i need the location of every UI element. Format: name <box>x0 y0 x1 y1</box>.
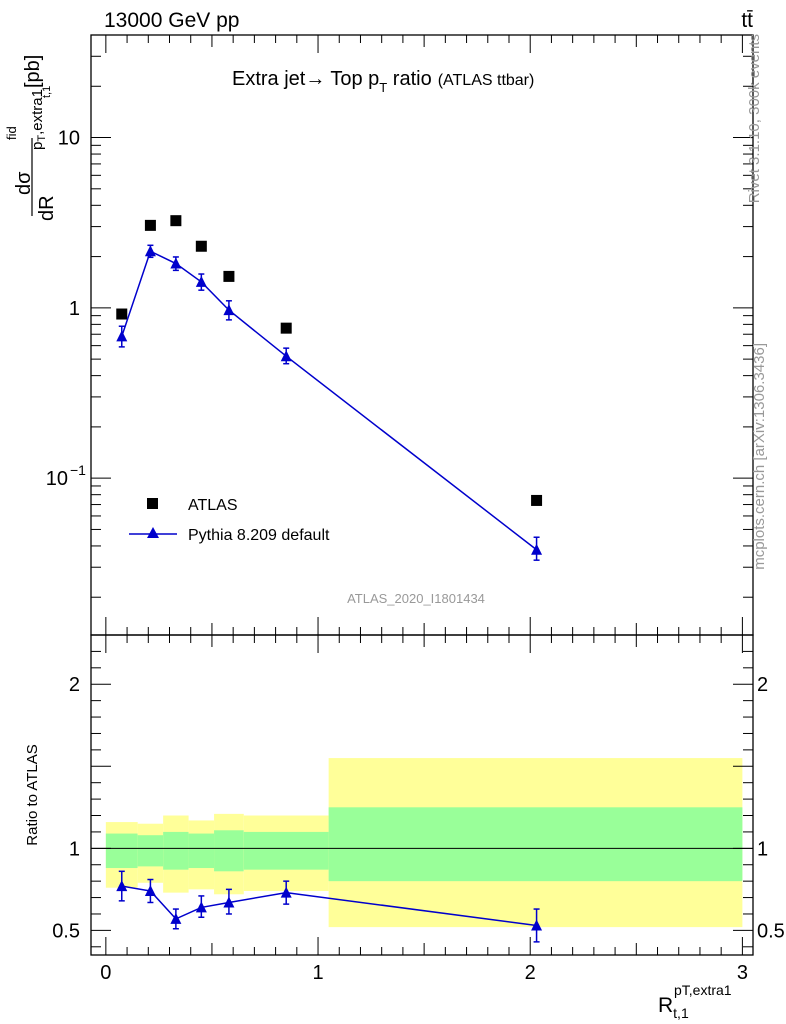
process-label: tt̄ <box>741 9 753 32</box>
ratio-ticks <box>91 635 753 955</box>
pythia-point <box>223 304 235 316</box>
ratio-panel: 0.5 0.5 1 1 2 2 0 1 2 3 Ratio to ATLAS Rt,1 pT,ex… <box>24 634 785 1021</box>
pythia-point <box>280 350 292 362</box>
pythia-point <box>195 275 207 287</box>
atlas-point <box>144 219 156 231</box>
main-y-tick-label: 10 <box>46 468 68 490</box>
green-band-bin <box>105 833 138 869</box>
title-top: Top p <box>330 68 379 90</box>
main-series <box>116 215 543 561</box>
main-y-label: dR dσ fid pT,extra1 t,1 [pb] <box>4 55 58 221</box>
ratio-y-tick-label-right: 1 <box>757 838 768 860</box>
atlas-point <box>223 270 235 282</box>
pythia-point <box>170 257 182 269</box>
ratio-pythia-point <box>170 912 182 924</box>
main-y-tick-label: 10 <box>58 128 80 150</box>
title-ratio: ratio <box>387 68 431 90</box>
x-axis-label: Rt,1 <box>658 994 689 1021</box>
pythia-point <box>116 330 128 342</box>
title-arrow: → <box>305 68 325 90</box>
mcplots-label: mcplots.cern.ch [arXiv:1306.3436] <box>751 343 768 570</box>
ratio-pythia-point <box>116 880 128 892</box>
y-label-d-bottom: dR <box>36 195 58 221</box>
y-label-fid: fid <box>4 126 19 140</box>
main-y-tick-exponent: −1 <box>70 462 86 478</box>
atlas-point <box>280 322 292 334</box>
ratio-y-tick-label-left: 2 <box>69 674 80 696</box>
pythia-point <box>144 245 156 257</box>
ratio-pythia-point <box>144 885 156 896</box>
ratio-tick-labels: 0.5 0.5 1 1 2 2 0 1 2 3 <box>52 674 785 984</box>
ratio-pythia-point <box>195 901 207 913</box>
green-band-bin <box>137 835 164 867</box>
legend-label-atlas: ATLAS <box>188 497 238 514</box>
green-band-bin <box>214 830 244 872</box>
main-title: Extra jet→ Top pT ratio (ATLAS ttbar) <box>232 68 534 95</box>
main-plot-area <box>91 35 753 635</box>
rivet-version-label: Rivet 3.1.10, 300k events <box>746 34 763 203</box>
legend-marker-pythia <box>147 527 159 538</box>
green-band-bin <box>163 831 189 870</box>
legend-marker-atlas <box>147 498 158 509</box>
ratio-y-tick-label-left: 0.5 <box>52 920 80 942</box>
y-label-subscript: pT,extra1 <box>29 89 48 150</box>
ratio-y-label: Ratio to ATLAS <box>24 744 41 845</box>
y-label-d-top: dσ <box>13 171 35 195</box>
main-y-tick-label: 1 <box>69 298 80 320</box>
ratio-bands <box>105 758 743 928</box>
pythia-point <box>531 543 543 555</box>
legend-label-pythia: Pythia 8.209 default <box>188 527 330 544</box>
x-tick-label: 3 <box>737 962 748 984</box>
atlas-point <box>195 240 207 252</box>
y-label-subscript2: t,1 <box>41 86 53 98</box>
title-top-sub: T <box>379 80 387 95</box>
ratio-pythia-point <box>223 896 235 908</box>
ratio-y-tick-label-left: 1 <box>69 838 80 860</box>
atlas-point <box>170 215 182 227</box>
ratio-pythia-point <box>280 886 292 898</box>
ratio-frame <box>90 634 754 956</box>
ratio-pythia-point <box>531 919 543 931</box>
ratio-y-tick-label-right: 2 <box>757 674 768 696</box>
analysis-watermark: ATLAS_2020_I1801434 <box>347 591 485 606</box>
x-tick-label: 1 <box>312 962 323 984</box>
energy-label: 13000 GeV pp <box>104 9 239 32</box>
green-band-bin <box>188 833 215 869</box>
atlas-point <box>116 308 128 320</box>
green-band-bin <box>328 807 743 882</box>
ratio-series <box>116 870 543 943</box>
atlas-point <box>531 494 543 506</box>
y-label-unit: [pb] <box>22 55 44 88</box>
ratio-y-tick-label-right: 0.5 <box>757 920 785 942</box>
title-small: (ATLAS ttbar) <box>438 72 535 89</box>
green-band-bin <box>243 831 329 870</box>
x-tick-label: 0 <box>100 962 111 984</box>
legend: ATLAS Pythia 8.209 default <box>129 497 330 544</box>
x-axis-label-superscript: pT,extra1 <box>674 982 732 998</box>
main-ticks <box>91 34 753 635</box>
title-main: Extra jet <box>232 68 306 90</box>
x-tick-label: 2 <box>525 962 536 984</box>
